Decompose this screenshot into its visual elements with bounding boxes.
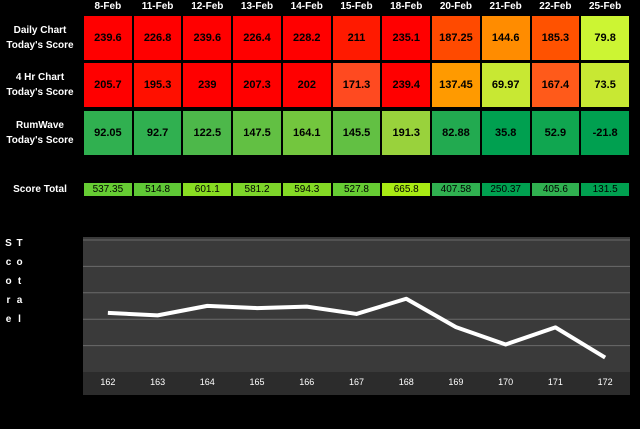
y-axis-label: Total Score <box>3 238 25 333</box>
score-cell: 171.3 <box>332 63 381 107</box>
score-cell: 144.6 <box>481 16 530 60</box>
column-header: 25-Feb <box>589 1 622 12</box>
score-cell: 167.4 <box>531 63 580 107</box>
row-label: RumWave Today's Score <box>0 111 80 155</box>
column-header: 8-Feb <box>94 1 122 12</box>
total-cell: 601.1 <box>183 183 232 196</box>
total-cell: 527.8 <box>332 183 381 196</box>
score-cell: 92.7 <box>133 111 182 155</box>
x-tick-label: 164 <box>199 377 215 387</box>
total-cell: 514.8 <box>133 183 182 196</box>
score-cell: 82.88 <box>432 111 480 155</box>
x-tick-label: 170 <box>498 377 514 387</box>
score-cell: 195.3 <box>133 63 182 107</box>
total-cell: 405.6 <box>531 183 580 196</box>
score-cell: 73.5 <box>581 63 629 107</box>
total-cell: 537.35 <box>84 183 132 196</box>
row-label: Daily Chart Today's Score <box>0 16 80 60</box>
total-cell: 407.58 <box>432 183 480 196</box>
x-tick-label: 162 <box>100 377 116 387</box>
score-cell: 239.4 <box>382 63 431 107</box>
total-cell: 665.8 <box>382 183 431 196</box>
score-cell: 137.45 <box>432 63 480 107</box>
score-cell: 239 <box>183 63 232 107</box>
row-label-line: Today's Score <box>6 40 74 51</box>
score-cell: 211 <box>332 16 381 60</box>
x-tick-label: 165 <box>249 377 265 387</box>
row-label-line: 4 Hr Chart <box>15 72 65 83</box>
total-cell: 581.2 <box>233 183 281 196</box>
score-cell: -21.8 <box>581 111 629 155</box>
x-tick-label: 163 <box>150 377 166 387</box>
column-header: 21-Feb <box>489 1 522 12</box>
row-label: Score Total <box>13 184 67 195</box>
x-tick-label: 166 <box>299 377 315 387</box>
score-cell: 145.5 <box>332 111 381 155</box>
x-tick-label: 171 <box>547 377 563 387</box>
score-cell: 202 <box>282 63 331 107</box>
column-header: 18-Feb <box>390 1 423 12</box>
column-header: 11-Feb <box>141 1 174 12</box>
column-header: 15-Feb <box>340 1 373 12</box>
score-cell: 207.3 <box>233 63 281 107</box>
x-tick-label: 168 <box>398 377 414 387</box>
plot-area <box>83 237 630 372</box>
score-cell: 191.3 <box>382 111 431 155</box>
score-cell: 239.6 <box>84 16 132 60</box>
score-cell: 226.8 <box>133 16 182 60</box>
column-header: 22-Feb <box>539 1 572 12</box>
score-cell: 122.5 <box>183 111 232 155</box>
row-label-line: RumWave <box>16 120 64 131</box>
column-header: 13-Feb <box>240 1 274 12</box>
total-cell: 594.3 <box>282 183 331 196</box>
score-cell: 79.8 <box>581 16 629 60</box>
score-line <box>107 296 607 360</box>
score-cell: 205.7 <box>84 63 132 107</box>
score-cell: 92.05 <box>84 111 132 155</box>
score-cell: 147.5 <box>233 111 281 155</box>
row-label-line: Today's Score <box>6 87 74 98</box>
total-cell: 131.5 <box>581 183 629 196</box>
total-cell: 250.37 <box>481 183 530 196</box>
score-cell: 52.9 <box>531 111 580 155</box>
score-cell: 35.8 <box>481 111 530 155</box>
x-tick-label: 167 <box>348 377 364 387</box>
row-label: 4 Hr Chart Today's Score <box>0 63 80 107</box>
x-axis-band <box>83 372 630 395</box>
x-tick-label: 172 <box>597 377 613 387</box>
x-tick-label: 169 <box>448 377 464 387</box>
row-label-line: Today's Score <box>6 135 74 146</box>
row-label-line: Daily Chart <box>13 25 67 36</box>
column-header: 12-Feb <box>191 1 224 12</box>
column-header: 20-Feb <box>439 1 473 12</box>
score-cell: 228.2 <box>282 16 331 60</box>
score-cell: 187.25 <box>432 16 480 60</box>
column-header: 14-Feb <box>290 1 323 12</box>
score-cell: 239.6 <box>183 16 232 60</box>
score-cell: 235.1 <box>382 16 431 60</box>
score-cell: 164.1 <box>282 111 331 155</box>
score-cell: 185.3 <box>531 16 580 60</box>
score-cell: 69.97 <box>481 63 530 107</box>
score-cell: 226.4 <box>233 16 281 60</box>
